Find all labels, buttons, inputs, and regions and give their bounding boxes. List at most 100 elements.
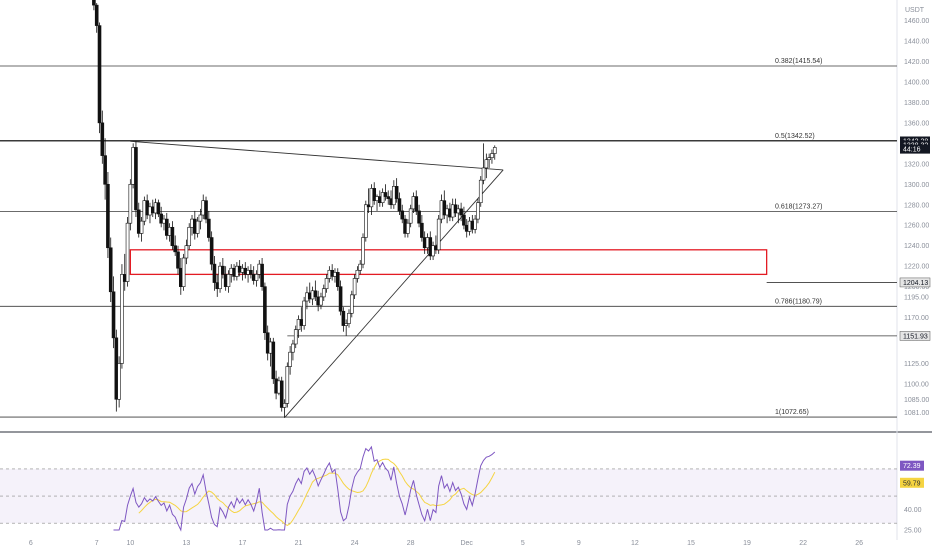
candle-down bbox=[263, 286, 267, 334]
price-tick-label: 1220.00 bbox=[904, 264, 929, 271]
price-tag bbox=[900, 144, 930, 154]
price-tag-text: 1204.13 bbox=[903, 280, 928, 287]
price-tick-label: 1125.00 bbox=[904, 361, 929, 368]
rsi-tick-label: 40.00 bbox=[904, 507, 922, 514]
candle-down bbox=[414, 196, 419, 212]
candle-down bbox=[159, 213, 163, 224]
time-tick-label: 21 bbox=[295, 540, 303, 547]
candle-up bbox=[288, 351, 292, 367]
triangle-upper-line bbox=[130, 140, 504, 171]
price-tag bbox=[899, 277, 931, 288]
candle-up bbox=[484, 159, 489, 169]
candle-up bbox=[282, 403, 287, 408]
rsi-value-text: 72.39 bbox=[903, 463, 921, 470]
highlight-zone[interactable] bbox=[129, 249, 768, 276]
price-tick-label: 1085.00 bbox=[904, 397, 929, 404]
candle-down bbox=[134, 147, 138, 211]
candle-up bbox=[125, 222, 130, 282]
rsi-tick-label: 25.00 bbox=[904, 528, 922, 535]
candle-down bbox=[459, 208, 463, 216]
price-tag bbox=[899, 331, 931, 341]
candlestick-series bbox=[92, 0, 497, 418]
candle-up bbox=[408, 208, 413, 224]
time-tick-label: 22 bbox=[799, 540, 807, 547]
candle-up bbox=[293, 329, 298, 345]
time-tick-label: 7 bbox=[95, 540, 99, 547]
candle-up bbox=[344, 323, 348, 326]
candle-down bbox=[249, 269, 253, 275]
candle-down bbox=[383, 192, 388, 197]
candle-up bbox=[198, 214, 203, 222]
candle-up bbox=[478, 179, 483, 204]
rsi-ma-line bbox=[138, 458, 496, 526]
rsi-value-tag bbox=[900, 460, 924, 471]
time-tick-label: 10 bbox=[126, 540, 134, 547]
candle-up bbox=[319, 296, 323, 306]
candle-down bbox=[271, 341, 276, 380]
candle-down bbox=[397, 198, 402, 212]
candle-up bbox=[436, 218, 441, 251]
time-tick-label: 24 bbox=[351, 540, 359, 547]
candle-down bbox=[335, 272, 340, 287]
candle-up bbox=[187, 226, 192, 247]
fib-label: 0.5(1342.52) bbox=[775, 133, 815, 140]
candle-down bbox=[420, 222, 424, 238]
fib-label: 0.618(1273.27) bbox=[775, 204, 822, 211]
time-tick-label: 28 bbox=[407, 540, 415, 547]
candle-up bbox=[431, 245, 435, 257]
candle-down bbox=[221, 265, 225, 275]
price-tick-label: 1320.00 bbox=[904, 161, 929, 168]
candle-up bbox=[128, 183, 133, 224]
time-axis[interactable]: 6 7 10 13 17 21 24 28 Dec 5 9 12 15 19 22 26 bbox=[29, 540, 863, 547]
candle-up bbox=[324, 278, 329, 290]
candle-up bbox=[492, 147, 497, 154]
candle-up bbox=[195, 220, 200, 234]
candle-up bbox=[184, 245, 189, 259]
price-tick-label: 1400.00 bbox=[904, 79, 929, 86]
candle-up bbox=[361, 237, 365, 265]
price-axis[interactable]: 1460.00 1440.00 1420.00 1400.00 1380.00 1360.… bbox=[899, 18, 931, 535]
price-tick-label: 1260.00 bbox=[904, 223, 929, 230]
candle-down bbox=[260, 263, 264, 287]
candle-up bbox=[139, 220, 144, 234]
price-tick-label: 1460.00 bbox=[904, 18, 929, 25]
time-tick-label: 5 bbox=[521, 540, 525, 547]
candle-down bbox=[372, 188, 377, 201]
time-tick-label: 17 bbox=[239, 540, 247, 547]
candle-down bbox=[313, 290, 318, 298]
price-tick-label: 1200.00 bbox=[904, 284, 929, 291]
candle-down bbox=[111, 291, 116, 339]
triangle-lower-line bbox=[284, 169, 504, 419]
candle-down bbox=[442, 200, 447, 216]
candle-up bbox=[364, 204, 368, 238]
price-tick-label: 1100.00 bbox=[904, 381, 929, 388]
price-tick-label: 1420.00 bbox=[904, 59, 929, 66]
candle-down bbox=[176, 251, 180, 269]
price-tick-label: 1360.00 bbox=[904, 120, 929, 127]
candle-down bbox=[279, 380, 284, 408]
candle-up bbox=[473, 218, 477, 230]
candle-down bbox=[156, 202, 161, 215]
price-tick-label: 1440.00 bbox=[904, 38, 929, 45]
candle-up bbox=[406, 222, 410, 234]
candle-down bbox=[106, 183, 110, 249]
price-tick-label: 1195.00 bbox=[904, 294, 929, 301]
triangle-pattern[interactable] bbox=[130, 140, 504, 419]
candle-up bbox=[321, 288, 326, 298]
candle-down bbox=[100, 122, 105, 156]
candle-up bbox=[254, 274, 259, 281]
time-tick-label: 13 bbox=[183, 540, 191, 547]
fib-label: 1(1072.65) bbox=[775, 409, 809, 416]
candle-up bbox=[285, 366, 290, 404]
candle-down bbox=[97, 25, 102, 124]
candle-down bbox=[92, 0, 96, 6]
rsi-value-text: 59.79 bbox=[903, 480, 921, 487]
currency-label: USDT bbox=[905, 7, 925, 14]
price-tick-label: 1240.00 bbox=[904, 243, 929, 250]
candle-down bbox=[103, 155, 107, 185]
candle-down bbox=[394, 186, 399, 199]
candle-up bbox=[358, 263, 363, 271]
rsi-value-tag bbox=[900, 477, 924, 488]
